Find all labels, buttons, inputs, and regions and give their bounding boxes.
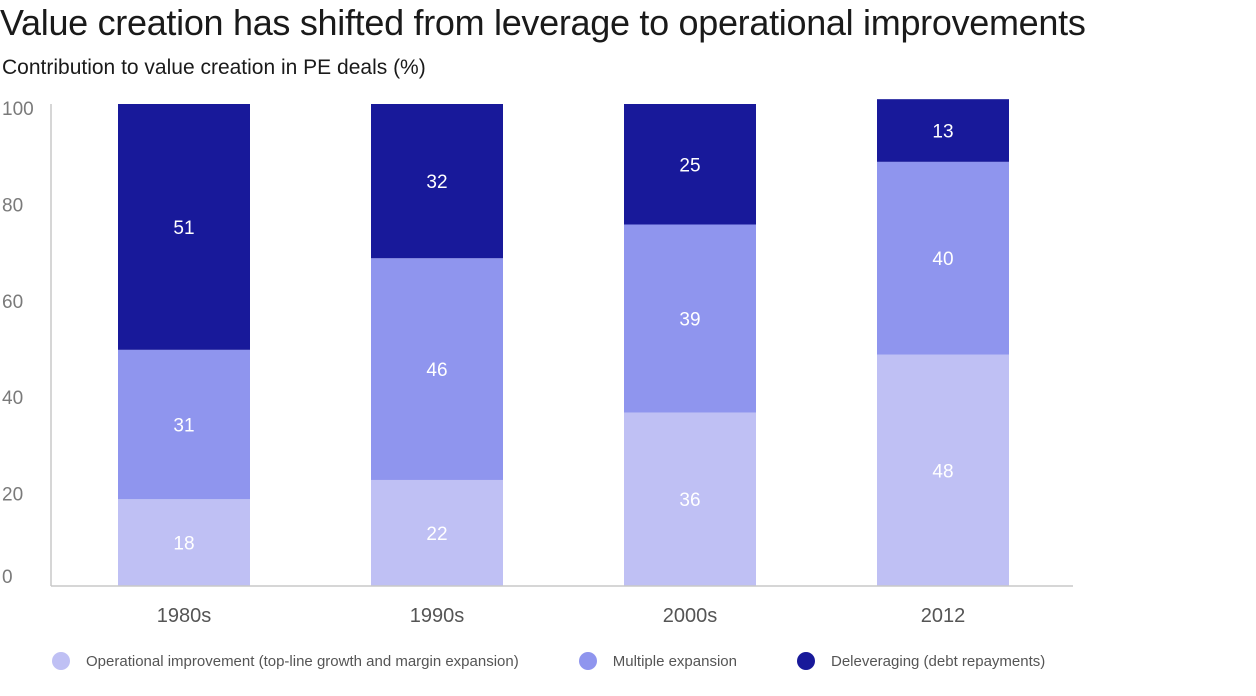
data-label-1980s-series-2: 51	[173, 218, 194, 239]
data-label-1990s-series-2: 32	[426, 172, 447, 193]
data-label-2000s-series-1: 39	[679, 309, 700, 330]
x-tick-label-2012: 2012	[921, 605, 966, 627]
bar-segment-2000s-series-2	[624, 104, 756, 225]
legend-swatch-operational	[52, 652, 70, 670]
data-label-2012-series-1: 40	[932, 249, 953, 270]
x-tick-label-1990s: 1990s	[410, 605, 465, 627]
y-tick-label-80: 80	[2, 195, 23, 216]
bar-segment-1980s-series-0	[118, 499, 250, 586]
bar-segment-2012-series-1	[877, 161, 1009, 355]
legend-item-multiple: Multiple expansion	[578, 652, 737, 670]
stacked-bar-chart: 18 31 51 1980s 22 46 32 1990s 36 39 25 2000s 48 40 13 2…	[2, 99, 1073, 627]
data-label-1980s-series-0: 18	[173, 534, 194, 555]
bar-segment-2012-series-0	[877, 354, 1009, 586]
legend-swatch-multiple	[578, 652, 597, 670]
data-label-2012-series-0: 48	[932, 461, 953, 482]
bar-segment-2000s-series-1	[624, 224, 756, 413]
bar-segment-2012-series-2	[877, 99, 1009, 162]
chart-title: Value creation has shifted from leverage…	[0, 2, 1086, 43]
y-tick-label-100: 100	[2, 99, 34, 120]
legend-item-deleveraging: Deleveraging (debt repayments)	[796, 652, 1046, 670]
data-label-2000s-series-2: 25	[679, 155, 700, 176]
data-label-1980s-series-1: 31	[173, 416, 194, 437]
y-tick-label-20: 20	[2, 485, 23, 506]
bar-segment-1980s-series-1	[118, 349, 250, 500]
x-tick-label-2000s: 2000s	[663, 605, 718, 627]
y-tick-label-60: 60	[2, 292, 23, 313]
bar-segment-1990s-series-1	[371, 258, 503, 480]
chart-subtitle: Contribution to value creation in PE dea…	[2, 56, 426, 79]
legend-label-deleveraging: Deleveraging (debt repayments)	[830, 652, 1046, 670]
data-label-2000s-series-0: 36	[679, 490, 700, 511]
y-tick-label-40: 40	[2, 388, 23, 409]
data-label-2012-series-2: 13	[932, 122, 953, 143]
data-label-1990s-series-1: 46	[426, 360, 447, 381]
legend-label-operational: Operational improvement (top-line growth…	[86, 652, 519, 670]
bar-segment-1980s-series-2	[118, 104, 250, 350]
y-tick-label-0: 0	[2, 567, 13, 588]
legend-label-multiple: Multiple expansion	[612, 652, 737, 670]
bar-segment-2000s-series-0	[624, 412, 756, 586]
legend-item-operational: Operational improvement (top-line growth…	[52, 652, 519, 670]
bar-segment-1990s-series-2	[371, 104, 503, 259]
data-label-1990s-series-0: 22	[426, 524, 447, 545]
chart-legend: Operational improvement (top-line growth…	[52, 652, 1045, 670]
legend-swatch-deleveraging	[796, 652, 815, 670]
bar-segment-1990s-series-0	[371, 479, 503, 586]
x-tick-label-1980s: 1980s	[157, 605, 212, 627]
